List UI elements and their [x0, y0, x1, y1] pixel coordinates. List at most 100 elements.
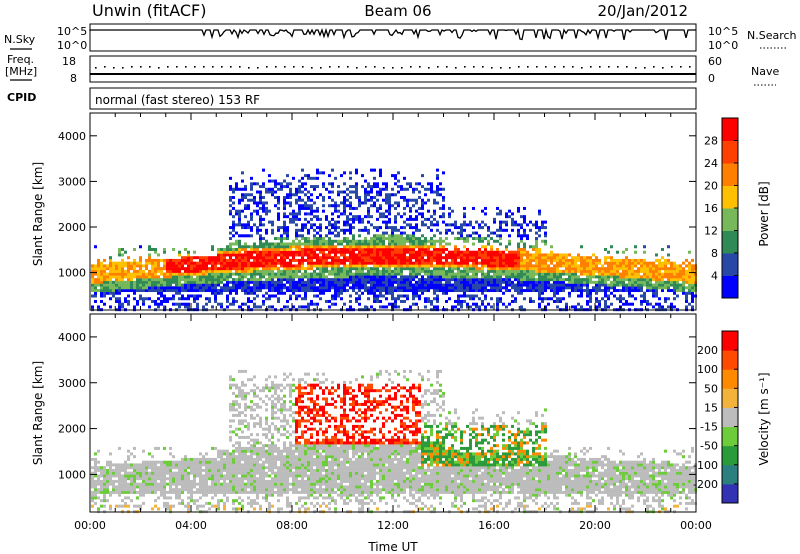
echo-cell [103, 466, 106, 470]
echo-cell [289, 283, 292, 287]
echo-cell [367, 253, 370, 257]
echo-cell [142, 490, 145, 494]
echo-cell [586, 299, 589, 303]
echo-cell [130, 452, 133, 456]
echo-cell [175, 493, 178, 497]
echo-cell [376, 206, 379, 210]
echo-cell [112, 468, 115, 472]
echo-cell [595, 299, 598, 303]
echo-cell [94, 488, 97, 492]
echo-cell [106, 474, 109, 478]
echo-cell [208, 457, 211, 461]
echo-cell [103, 477, 106, 481]
echo-cell [259, 289, 262, 293]
echo-cell [172, 267, 175, 271]
echo-cell [217, 471, 220, 475]
echo-cell [376, 297, 379, 301]
echo-cell [376, 261, 379, 265]
echo-cell [373, 237, 376, 241]
echo-cell [331, 190, 334, 194]
echo-cell [274, 283, 277, 287]
echo-cell [391, 258, 394, 262]
echo-cell [262, 245, 265, 249]
echo-cell [472, 280, 475, 284]
echo-cell [310, 242, 313, 246]
echo-cell [295, 237, 298, 241]
echo-cell [565, 286, 568, 290]
echo-cell [406, 267, 409, 271]
echo-cell [142, 471, 145, 475]
echo-cell [319, 193, 322, 197]
echo-cell [403, 231, 406, 235]
echo-cell [391, 193, 394, 197]
echo-cell [394, 182, 397, 186]
echo-cell [517, 267, 520, 271]
echo-cell [322, 182, 325, 186]
echo-cell [580, 261, 583, 265]
echo-cell [217, 490, 220, 494]
echo-cell [529, 283, 532, 287]
echo-cell [295, 267, 298, 271]
echo-cell [427, 289, 430, 293]
echo-cell [568, 291, 571, 295]
echo-cell [445, 269, 448, 273]
echo-cell [244, 215, 247, 219]
echo-cell [370, 256, 373, 260]
echo-cell [655, 272, 658, 276]
echo-cell [304, 212, 307, 216]
echo-cell [325, 234, 328, 238]
echo-cell [409, 209, 412, 213]
echo-cell [142, 460, 145, 464]
echo-cell [451, 286, 454, 290]
echo-cell [316, 239, 319, 243]
echo-cell [241, 269, 244, 273]
echo-cell [265, 272, 268, 276]
echo-cell [634, 245, 637, 249]
echo-cell [148, 477, 151, 481]
echo-cell [295, 286, 298, 290]
echo-cell [328, 261, 331, 265]
echo-cell [346, 280, 349, 284]
echo-cell [649, 264, 652, 268]
echo-cell [460, 294, 463, 298]
echo-cell [562, 297, 565, 301]
echo-cell [406, 289, 409, 293]
echo-cell [460, 269, 463, 273]
echo-cell [523, 278, 526, 282]
echo-cell [436, 220, 439, 224]
echo-cell [328, 283, 331, 287]
echo-cell [358, 272, 361, 276]
echo-cell [619, 289, 622, 293]
echo-cell [187, 460, 190, 464]
echo-cell [208, 466, 211, 470]
echo-cell [262, 299, 265, 303]
echo-cell [127, 471, 130, 475]
echo-cell [538, 234, 541, 238]
echo-cell [322, 242, 325, 246]
echo-cell [223, 253, 226, 257]
echo-cell [664, 297, 667, 301]
echo-cell [259, 261, 262, 265]
echo-cell [439, 275, 442, 279]
echo-cell [184, 468, 187, 472]
echo-cell [412, 269, 415, 273]
echo-cell [442, 269, 445, 273]
echo-cell [580, 269, 583, 273]
echo-cell [499, 278, 502, 282]
echo-cell [352, 261, 355, 265]
echo-cell [529, 267, 532, 271]
echo-cell [496, 297, 499, 301]
echo-cell [349, 247, 352, 251]
echo-cell [424, 286, 427, 290]
echo-cell [274, 258, 277, 262]
echo-cell [229, 250, 232, 254]
echo-cell [214, 264, 217, 268]
echo-cell [574, 258, 577, 262]
echo-cell [286, 289, 289, 293]
echo-cell [538, 278, 541, 282]
echo-cell [559, 278, 562, 282]
echo-cell [118, 283, 121, 287]
echo-cell [181, 258, 184, 262]
echo-cell [649, 286, 652, 290]
echo-cell [313, 269, 316, 273]
